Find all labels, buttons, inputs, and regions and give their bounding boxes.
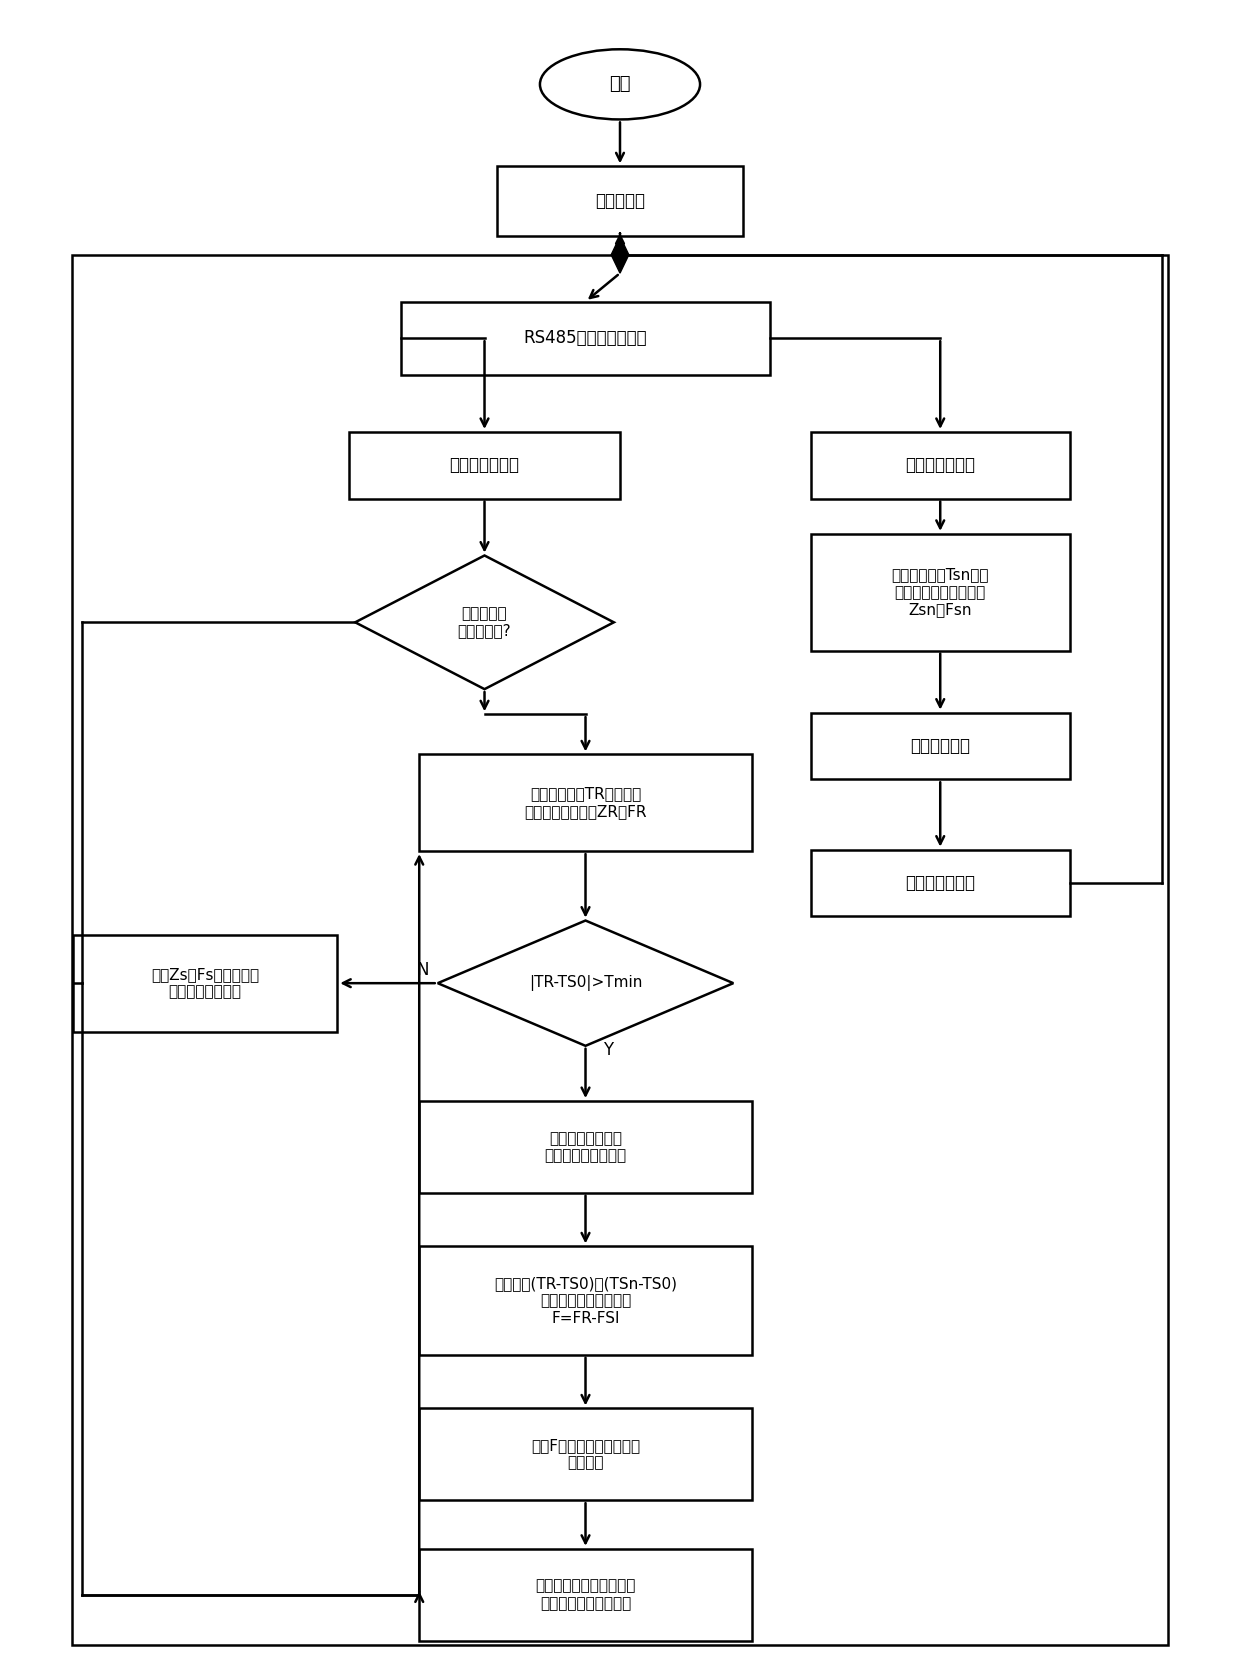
Text: Y: Y: [603, 1041, 613, 1059]
Bar: [419, 1246, 751, 1355]
Bar: [497, 166, 743, 237]
Text: 根据温差(TR-TS0)及(TSn-TS0)
查找聚焦镜组的补偿量
F=FR-FSI: 根据温差(TR-TS0)及(TSn-TS0) 查找聚焦镜组的补偿量 F=FR-F…: [494, 1276, 677, 1325]
Text: 设置镜头预置位: 设置镜头预置位: [905, 457, 975, 473]
Bar: [419, 1101, 751, 1192]
Text: |TR-TS0|>Tmin: |TR-TS0|>Tmin: [528, 975, 642, 991]
Text: 采集温度信息Tsn及变
倍、聚焦镜组位置信息
Zsn、Fsn: 采集温度信息Tsn及变 倍、聚焦镜组位置信息 Zsn、Fsn: [892, 568, 990, 618]
Bar: [401, 302, 770, 374]
Text: RS485接受上位机指令: RS485接受上位机指令: [523, 329, 647, 348]
Text: 根据变倍镜组位置
选择使用的数学函数: 根据变倍镜组位置 选择使用的数学函数: [544, 1130, 626, 1164]
Bar: [419, 754, 751, 851]
Bar: [348, 432, 620, 499]
Text: 预置位设置完成: 预置位设置完成: [905, 875, 975, 892]
Bar: [811, 534, 1070, 651]
Text: 系统初始化: 系统初始化: [595, 193, 645, 210]
Ellipse shape: [539, 49, 701, 119]
Text: 存储采集信息: 存储采集信息: [910, 737, 970, 756]
Text: 根据F驱动变倍、聚焦电机
组件转动: 根据F驱动变倍、聚焦电机 组件转动: [531, 1439, 640, 1471]
Bar: [419, 1548, 751, 1640]
Bar: [72, 935, 337, 1031]
Bar: [811, 850, 1070, 917]
Polygon shape: [438, 920, 733, 1046]
Text: 根据Zs和Fs驱动变倍、
聚焦电机组件转动: 根据Zs和Fs驱动变倍、 聚焦电机组件转动: [151, 967, 259, 999]
Text: N: N: [417, 960, 429, 979]
Text: 开始: 开始: [609, 76, 631, 94]
Text: 自动变焦补
偿是否开启?: 自动变焦补 偿是否开启?: [458, 606, 511, 638]
Polygon shape: [355, 556, 614, 688]
Text: 调用镜头预置位: 调用镜头预置位: [450, 457, 520, 473]
Bar: [72, 255, 1168, 1645]
Bar: [811, 712, 1070, 779]
Bar: [419, 1409, 751, 1501]
Bar: [811, 432, 1070, 499]
Text: 采集温度信息TR和变倍、
聚焦镜组位置信息ZR、FR: 采集温度信息TR和变倍、 聚焦镜组位置信息ZR、FR: [525, 786, 647, 819]
Polygon shape: [611, 237, 629, 274]
Text: 电机到达指定位置，停止
转动，预置位调用完成: 电机到达指定位置，停止 转动，预置位调用完成: [536, 1578, 636, 1610]
